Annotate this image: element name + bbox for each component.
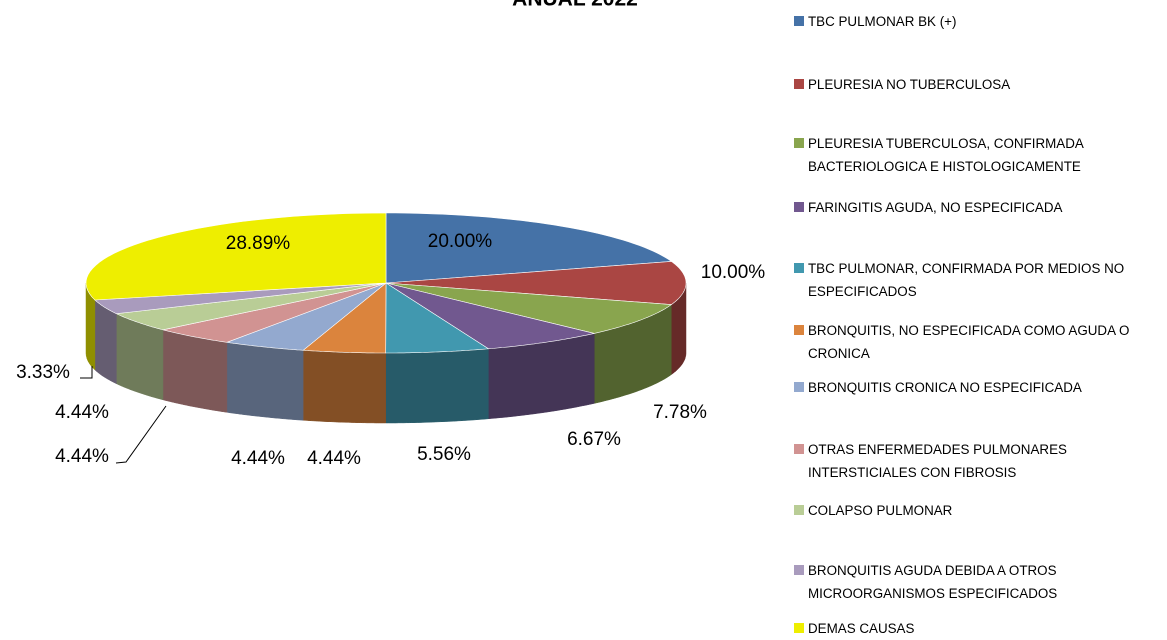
legend-swatch xyxy=(794,505,804,515)
chart-title: ANUAL 2022 xyxy=(512,0,638,11)
data-label: 7.78% xyxy=(653,402,707,423)
walls xyxy=(85,283,687,424)
legend-swatch xyxy=(794,565,804,575)
slice xyxy=(385,261,687,305)
legend-label: OTRAS ENFERMEDADES PULMONARES INTERSTICI… xyxy=(808,442,1067,480)
tops xyxy=(85,212,687,354)
slice-side xyxy=(302,350,386,424)
legend-item: PLEURESIA TUBERCULOSA, CONFIRMADA BACTER… xyxy=(794,132,1162,178)
legend-item: PLEURESIA NO TUBERCULOSA xyxy=(794,73,1162,96)
legend-swatch xyxy=(794,79,804,89)
legend-item: BRONQUITIS, NO ESPECIFICADA COMO AGUDA O… xyxy=(794,319,1162,365)
slice xyxy=(85,212,387,301)
data-label: 28.89% xyxy=(226,233,291,254)
legend-item: TBC PULMONAR BK (+) xyxy=(794,10,1162,33)
legend-swatch xyxy=(794,202,804,212)
legend-item: BRONQUITIS AGUDA DEBIDA A OTROS MICROORG… xyxy=(794,559,1162,605)
data-label: 3.33% xyxy=(16,362,70,383)
slice xyxy=(115,282,387,331)
legend-label: BRONQUITIS, NO ESPECIFICADA COMO AGUDA O… xyxy=(808,323,1130,361)
data-label: 20.00% xyxy=(428,231,493,252)
legend-label: PLEURESIA TUBERCULOSA, CONFIRMADA BACTER… xyxy=(808,136,1084,174)
legend-label: PLEURESIA NO TUBERCULOSA xyxy=(808,77,1011,92)
data-label: 4.44% xyxy=(307,448,361,469)
legend-label: FARINGITIS AGUDA, NO ESPECIFICADA xyxy=(808,200,1063,215)
legend-item: FARINGITIS AGUDA, NO ESPECIFICADA xyxy=(794,196,1162,219)
slice xyxy=(302,282,387,354)
data-label: 6.67% xyxy=(567,429,621,450)
legend-swatch xyxy=(794,16,804,26)
data-label: 5.56% xyxy=(417,444,471,465)
legend-swatch xyxy=(794,325,804,335)
slice-side xyxy=(385,348,489,424)
data-label: 4.44% xyxy=(55,402,109,423)
slice xyxy=(385,282,595,350)
data-label: 4.44% xyxy=(55,446,109,467)
legend-label: DEMAS CAUSAS xyxy=(808,621,915,636)
legend-swatch xyxy=(794,623,804,633)
data-label: 10.00% xyxy=(701,262,766,283)
legend-item: TBC PULMONAR, CONFIRMADA POR MEDIOS NO E… xyxy=(794,257,1162,303)
legend-label: BRONQUITIS AGUDA DEBIDA A OTROS MICROORG… xyxy=(808,563,1058,601)
slice-side xyxy=(94,299,117,385)
slice xyxy=(385,282,490,354)
legend-label: TBC PULMONAR BK (+) xyxy=(808,14,957,29)
legend-swatch xyxy=(794,382,804,392)
slice xyxy=(385,212,673,284)
legend-label: COLAPSO PULMONAR xyxy=(808,503,953,518)
legend-swatch xyxy=(794,263,804,273)
legend-item: BRONQUITIS CRONICA NO ESPECIFICADA xyxy=(794,376,1162,399)
legend-swatch xyxy=(794,444,804,454)
leader-line xyxy=(115,405,167,464)
data-label: 4.44% xyxy=(231,448,285,469)
slice xyxy=(385,282,673,334)
chart: ANUAL 2022 20.00% 10.00% 7.78% 6.67% 5.56% 4.… xyxy=(16,0,766,469)
legend-item: OTRAS ENFERMEDADES PULMONARES INTERSTICI… xyxy=(794,438,1162,484)
slice xyxy=(94,282,387,315)
legend-label: BRONQUITIS CRONICA NO ESPECIFICADA xyxy=(808,380,1082,395)
legend-item: DEMAS CAUSAS xyxy=(794,617,1162,640)
leader-line xyxy=(80,366,93,379)
legend-label: TBC PULMONAR, CONFIRMADA POR MEDIOS NO E… xyxy=(808,261,1125,299)
slice xyxy=(162,282,387,343)
slice xyxy=(225,282,387,351)
legend-item: COLAPSO PULMONAR xyxy=(794,499,1162,522)
legend-swatch xyxy=(794,138,804,148)
slice-side xyxy=(226,342,304,421)
slice-side xyxy=(162,329,228,413)
